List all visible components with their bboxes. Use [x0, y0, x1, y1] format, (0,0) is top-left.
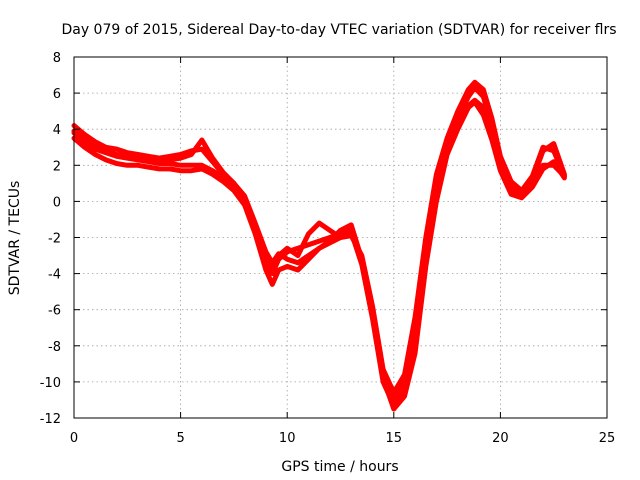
y-tick-label: 6	[53, 87, 61, 102]
y-tick-label: 2	[53, 159, 61, 174]
series-group	[71, 79, 567, 412]
y-tick-label: 8	[53, 51, 61, 66]
chart-title: Day 079 of 2015, Sidereal Day-to-day VTE…	[61, 22, 616, 38]
x-tick-label: 20	[492, 431, 509, 446]
grid	[74, 57, 607, 418]
x-axis-label: GPS time / hours	[281, 459, 398, 475]
series-line-3	[71, 99, 567, 412]
x-tick-label: 15	[386, 431, 403, 446]
y-tick-label: -10	[40, 376, 61, 391]
y-tick-label: -8	[48, 340, 61, 355]
y-tick-label: -2	[48, 232, 61, 247]
x-tick-label: 0	[70, 431, 78, 446]
y-tick-label: -12	[40, 412, 61, 427]
x-tick-labels: 0 5 10 15 20 25	[70, 431, 615, 446]
ticks	[73, 56, 608, 419]
y-tick-label: -6	[48, 304, 61, 319]
y-tick-labels: -12 -10 -8 -6 -4 -2 0 2 4 6 8	[40, 51, 61, 427]
y-tick-label: 0	[53, 195, 61, 210]
x-tick-label: 10	[279, 431, 296, 446]
series-line-4	[71, 85, 567, 401]
y-tick-label: -4	[48, 268, 61, 283]
x-tick-label: 5	[176, 431, 184, 446]
x-tick-label: 25	[599, 431, 616, 446]
y-tick-label: 4	[53, 123, 61, 138]
y-axis-label: SDTVAR / TECUs	[7, 181, 23, 296]
series-line-1	[71, 97, 567, 408]
